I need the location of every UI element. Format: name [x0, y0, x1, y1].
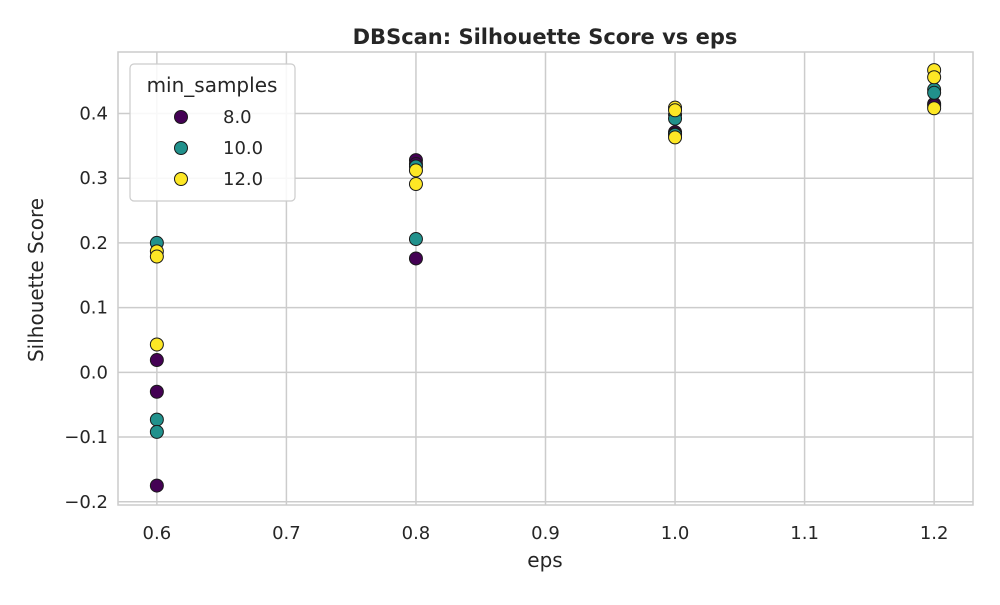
data-points	[149, 63, 942, 493]
legend-marker	[174, 172, 188, 186]
data-point	[408, 163, 423, 178]
legend-marker	[174, 141, 188, 155]
x-tick-label: 0.6	[143, 523, 172, 544]
y-tick-label: 0.2	[79, 233, 108, 254]
data-point	[408, 232, 423, 247]
y-tick-label: −0.2	[64, 492, 108, 513]
legend-marker	[174, 110, 188, 124]
legend-label: 8.0	[223, 107, 252, 128]
series-12-0	[149, 63, 942, 352]
legend: min_samples 8.0 10.0 12.0	[129, 63, 296, 202]
y-tick-label: 0.0	[79, 362, 108, 383]
data-point	[927, 101, 942, 116]
x-axis-title: eps	[527, 548, 562, 572]
y-tick-label: 0.3	[79, 168, 108, 189]
data-point	[149, 249, 164, 264]
data-point	[408, 251, 423, 266]
legend-title: min_samples	[147, 73, 278, 97]
y-tick-label: 0.1	[79, 298, 108, 319]
x-tick-label: 1.1	[790, 523, 819, 544]
data-point	[149, 412, 164, 427]
y-gridlines	[118, 112, 973, 503]
plot-frame	[117, 51, 974, 506]
data-point	[149, 353, 164, 368]
data-point	[149, 478, 164, 493]
x-tick-label: 0.8	[402, 523, 431, 544]
chart-title: DBScan: Silhouette Score vs eps	[353, 25, 738, 49]
legend-label: 10.0	[223, 138, 263, 159]
data-point	[668, 130, 683, 145]
x-tick-labels: 0.6 0.7 0.8 0.9 1.0 1.1 1.2	[143, 523, 949, 544]
legend-box	[129, 63, 296, 202]
data-point	[668, 103, 683, 118]
x-tick-label: 1.2	[920, 523, 949, 544]
data-point	[149, 337, 164, 352]
data-point	[927, 70, 942, 85]
legend-items: 8.0 10.0 12.0	[174, 107, 263, 190]
x-tick-label: 1.0	[661, 523, 690, 544]
x-tick-label: 0.9	[531, 523, 560, 544]
x-tick-label: 0.7	[272, 523, 301, 544]
y-tick-label: −0.1	[64, 427, 108, 448]
y-axis-title: Silhouette Score	[24, 198, 48, 362]
data-point	[149, 424, 164, 439]
data-point	[149, 384, 164, 399]
data-point	[927, 85, 942, 100]
data-point	[408, 177, 423, 192]
legend-label: 12.0	[223, 169, 263, 190]
y-tick-label: 0.4	[79, 103, 108, 124]
y-tick-labels: −0.2 −0.1 0.0 0.1 0.2 0.3 0.4	[64, 103, 108, 512]
